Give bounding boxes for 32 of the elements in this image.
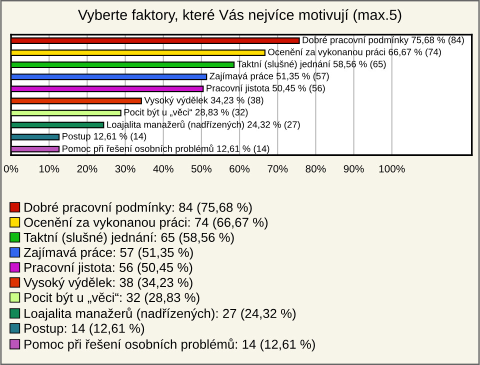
- legend-label: Zajímavá práce: 57 (51,35 %): [24, 247, 193, 260]
- x-tick-label: 70%: [268, 165, 288, 172]
- x-tick-label: 30%: [115, 165, 136, 172]
- legend-label: Pomoc při řešení osobních problémů: 14 (12,61 %): [24, 338, 315, 352]
- x-tick-label: 40%: [153, 165, 174, 172]
- category-label: Zajímavá práce 51,35 % (57): [210, 72, 329, 82]
- x-tick-label: 60%: [230, 165, 250, 172]
- category-label: Pomoc při řešení osobních problémů 12,61 % (14): [62, 144, 270, 154]
- legend-label: Taktní (slušné) jednání: 65 (58,56 %): [24, 232, 234, 245]
- legend-label: Postup: 14 (12,61 %): [24, 323, 144, 336]
- x-tick-label: 100%: [379, 165, 405, 172]
- category-label: Pocit být u „věci“ 28,83 % (32): [124, 108, 248, 118]
- x-tick-label: 80%: [306, 165, 326, 172]
- category-label: Vysoký výdělek 34,23 % (38): [144, 96, 264, 106]
- category-label: Pracovní jistota 50,45 % (56): [206, 84, 325, 94]
- category-label: Taktní (slušné) jednání 58,56 % (65): [237, 60, 386, 70]
- chart-title: Vyberte faktory, které Vás nejvíce motivují (max.5): [78, 9, 402, 23]
- category-label: Postup 12,61 % (14): [62, 132, 146, 142]
- legend-label: Vysoký výdělek: 38 (34,23 %): [24, 277, 192, 290]
- legend-label: Pocit být u „věci“: 32 (28,83 %): [24, 292, 200, 305]
- legend-label: Ocenění za vykonanou práci: 74 (66,67 %): [24, 217, 268, 230]
- legend-label: Pracovní jistota: 56 (50,45 %): [24, 262, 192, 275]
- x-tick-label: 90%: [344, 165, 364, 172]
- category-label: Loajalita manažerů (nadřízených) 24,32 % (27): [107, 120, 300, 130]
- x-tick-label: 0%: [4, 165, 18, 172]
- legend-label: Loajalita manažerů (nadřízených): 27 (24,32 %): [24, 308, 296, 321]
- x-tick-label: 50%: [191, 165, 212, 172]
- category-label: Ocenění za vykonanou práci 66,67 % (74): [268, 48, 441, 58]
- x-tick-label: 20%: [77, 165, 98, 172]
- x-tick-label: 10%: [39, 165, 60, 172]
- category-label: Dobré pracovní podmínky 75,68 % (84): [302, 36, 464, 46]
- legend-label: Dobré pracovní podmínky: 84 (75,68 %): [24, 202, 252, 214]
